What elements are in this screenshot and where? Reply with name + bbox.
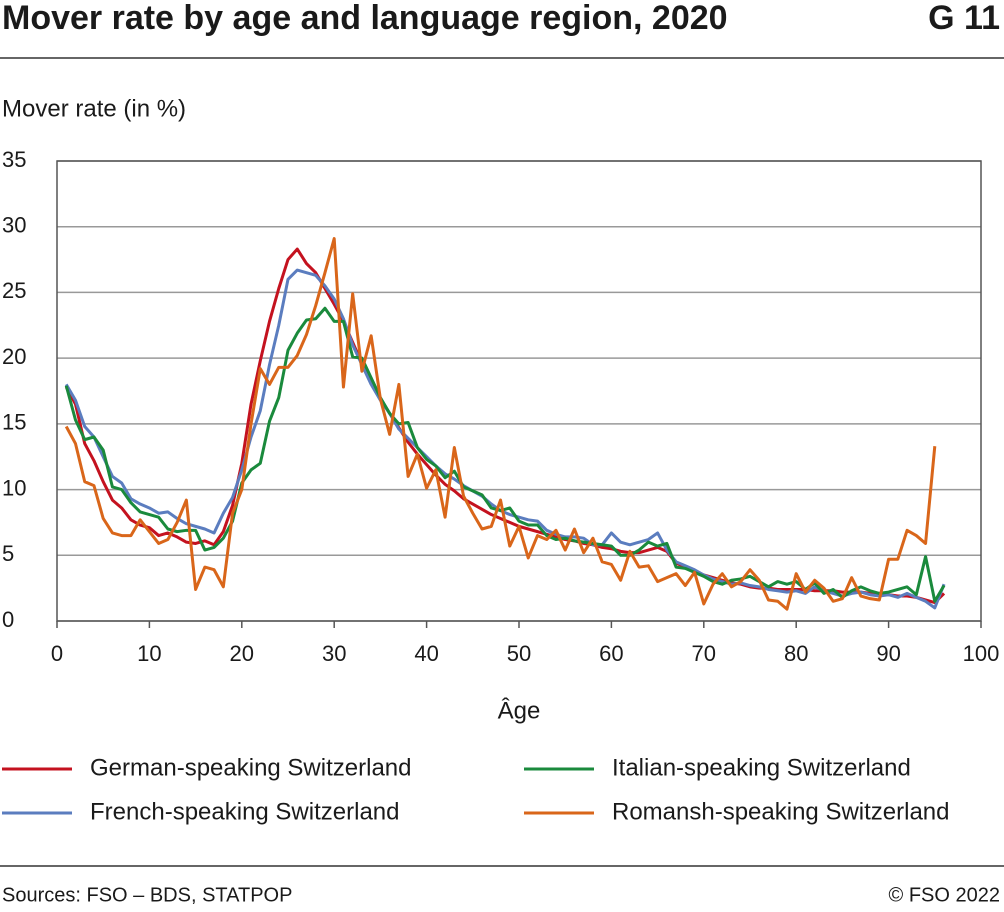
x-tick-label: 60 — [599, 641, 623, 666]
x-tick-label: 10 — [137, 641, 161, 666]
chart-title: Mover rate by age and language region, 2… — [2, 0, 728, 37]
series-line — [64, 306, 946, 603]
y-tick-label: 15 — [2, 410, 26, 435]
y-tick-label: 20 — [2, 344, 26, 369]
x-tick-label: 100 — [963, 641, 1000, 666]
source: Sources: FSO – BDS, STATPOP — [2, 884, 292, 906]
legend-label: German-speaking Switzerland — [90, 754, 411, 781]
series-line — [64, 247, 946, 605]
x-tick-label: 40 — [414, 641, 438, 666]
x-axis-label: Âge — [498, 697, 541, 724]
copyright: © FSO 2022 — [889, 884, 1000, 906]
chart-id: G 11 — [928, 0, 1000, 37]
x-tick-label: 50 — [507, 641, 531, 666]
y-tick-label: 5 — [2, 541, 14, 566]
x-tick-label: 70 — [692, 641, 716, 666]
series-line — [64, 237, 937, 611]
x-tick-label: 0 — [51, 641, 63, 666]
legend-label: French-speaking Switzerland — [90, 798, 399, 825]
y-tick-label: 25 — [2, 278, 26, 303]
legend-label: Italian-speaking Switzerland — [612, 754, 911, 781]
series-line — [64, 268, 946, 610]
x-tick-label: 20 — [230, 641, 254, 666]
y-tick-label: 30 — [2, 213, 26, 238]
plot-frame — [56, 160, 982, 622]
x-tick-label: 90 — [876, 641, 900, 666]
x-tick-label: 80 — [784, 641, 808, 666]
x-tick-label: 30 — [322, 641, 346, 666]
y-tick-label: 35 — [2, 147, 26, 172]
y-tick-label: 0 — [2, 607, 14, 632]
y-axis-label: Mover rate (in %) — [2, 95, 186, 122]
y-tick-label: 10 — [2, 475, 26, 500]
legend-label: Romansh-speaking Switzerland — [612, 798, 950, 825]
